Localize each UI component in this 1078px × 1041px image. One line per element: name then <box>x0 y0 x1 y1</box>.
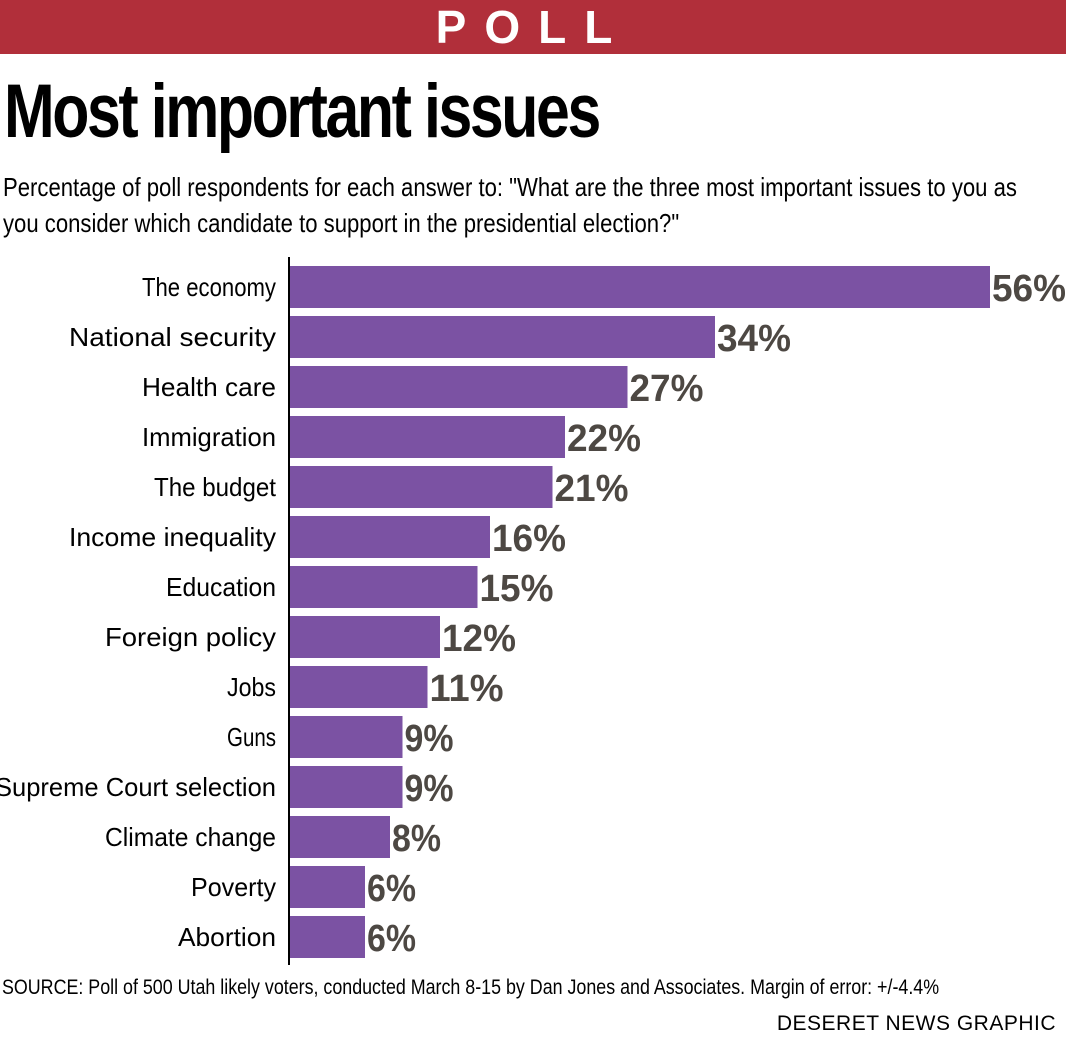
value-label: 27% <box>630 368 704 410</box>
category-label: Poverty <box>191 872 276 902</box>
bar <box>290 766 403 808</box>
chart-title: Most important issues <box>4 69 601 154</box>
value-label: 16% <box>492 518 566 560</box>
graphic-credit: DESERET NEWS GRAPHIC <box>776 1012 1056 1035</box>
category-label: Supreme Court selection <box>0 772 276 802</box>
bar-chart: The economy 56% National security 34% Health… <box>0 257 1066 965</box>
bar <box>290 866 365 908</box>
chart-subtitle: Percentage of poll respondents for each … <box>3 172 1017 238</box>
value-label: 8% <box>392 818 441 860</box>
category-label: Abortion <box>178 922 276 952</box>
category-label: Income inequality <box>69 522 276 552</box>
bar <box>290 516 490 558</box>
category-label: Climate change <box>105 822 276 852</box>
value-label: 22% <box>567 418 641 460</box>
value-label: 6% <box>367 868 416 910</box>
banner-label: POLL <box>435 1 631 53</box>
category-label: Health care <box>142 372 276 402</box>
bar <box>290 616 440 658</box>
value-label: 11% <box>430 668 504 710</box>
value-label: 34% <box>717 318 791 360</box>
value-label: 9% <box>405 768 454 810</box>
category-label: The budget <box>154 472 277 502</box>
bar <box>290 816 390 858</box>
bar <box>290 266 990 308</box>
bar <box>290 466 553 508</box>
value-label: 21% <box>555 468 629 510</box>
value-label: 56% <box>992 268 1066 310</box>
category-label: Guns <box>227 722 276 752</box>
bar <box>290 416 565 458</box>
category-label: The economy <box>142 272 276 302</box>
category-label: National security <box>69 322 276 352</box>
category-label: Foreign policy <box>105 622 276 652</box>
bar <box>290 316 715 358</box>
poll-banner: POLL <box>0 0 1066 54</box>
category-label: Jobs <box>227 672 276 702</box>
value-label: 15% <box>480 568 554 610</box>
value-label: 6% <box>367 918 416 960</box>
bar <box>290 916 365 958</box>
source-note: SOURCE: Poll of 500 Utah likely voters, … <box>2 976 940 999</box>
value-label: 12% <box>442 618 516 660</box>
bar <box>290 716 403 758</box>
bar <box>290 566 478 608</box>
category-label: Education <box>166 572 276 602</box>
bar <box>290 366 628 408</box>
category-label: Immigration <box>142 422 276 452</box>
value-label: 9% <box>405 718 454 760</box>
bar <box>290 666 428 708</box>
